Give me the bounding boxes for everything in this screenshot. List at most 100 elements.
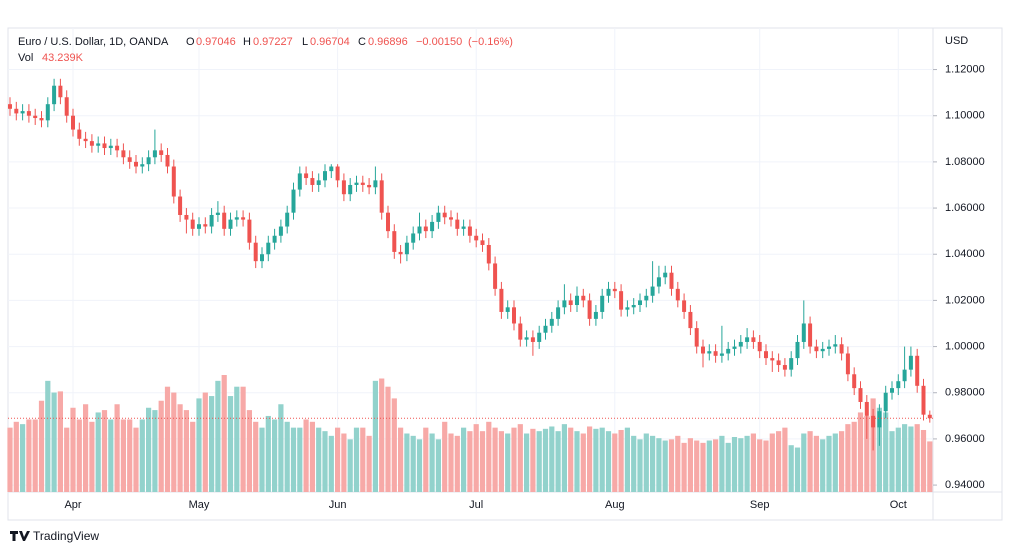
volume-bar [108,419,114,492]
candle-body [877,411,882,428]
candle-body [612,288,617,292]
volume-bar [681,442,687,492]
y-tick-label: 1.02000 [945,294,985,306]
candle-body [297,173,302,190]
candle-body [96,143,101,146]
candle-body [902,369,907,382]
candle-body [713,351,718,356]
volume-bar [265,415,271,492]
volume-bar [713,439,719,492]
volume-bar [467,431,473,492]
candle-body [707,351,712,354]
volume-bar [240,386,246,492]
candle-body [341,180,346,195]
volume-bar [555,431,561,492]
candle-body [808,323,813,347]
volume-bar [372,380,378,492]
candle-body [606,288,611,296]
volume-bar [763,440,769,492]
candle-body [165,154,170,167]
candle-body [575,295,579,306]
candle-body [121,150,126,158]
candle-body [272,235,277,243]
volume-bar [435,439,441,492]
candle-body [20,111,25,114]
ohlc-key: C [358,36,366,48]
volume-bar [593,428,599,492]
candle-body [222,212,227,229]
volume-bar [410,435,416,492]
volume-bar [498,431,504,492]
volume-bar [328,435,334,492]
candle-body [883,392,888,412]
candle-body [146,157,151,165]
volume-bar [341,433,347,492]
volume-bar [807,431,813,492]
candle-body [745,337,750,342]
volume-bar [114,404,120,492]
change-percent: (−0.16%) [468,36,513,48]
volume-bar [511,427,517,492]
volume-bar [221,375,227,492]
candle-body [480,240,485,245]
candle-body [814,346,819,352]
candle-body [241,217,246,220]
y-tick-label: 1.10000 [945,110,985,122]
candle-body [209,214,214,227]
volume-bar [568,427,574,492]
volume-bar [536,431,542,492]
volume-bar [7,427,13,492]
candle-body [455,219,460,229]
candle-body [26,111,31,116]
candle-body [77,129,82,139]
y-tick-label: 1.04000 [945,248,985,260]
candle-body [827,346,831,349]
y-tick-label: 1.12000 [945,63,985,75]
candle-body [915,355,920,386]
volume-bar [253,421,259,492]
candle-body [512,307,516,324]
candle-body [285,212,290,227]
volume-bar [820,439,826,492]
volume-bar [473,424,479,492]
volume-bar [813,435,819,492]
candle-body [682,300,687,312]
candle-body [323,171,327,181]
candle-body [108,145,113,149]
volume-bar [32,419,38,492]
volume-bar [662,440,668,492]
candle-body [436,212,441,222]
volume-bar [927,441,933,492]
candle-body [64,97,69,116]
candle-body [833,344,838,347]
volume-bar [177,404,183,492]
volume-bar [605,431,612,492]
x-tick-label: Aug [605,499,625,511]
volume-bar [902,424,908,492]
candle-body [335,166,340,181]
candle-body [644,295,649,301]
volume-bar [26,419,32,492]
y-tick-label: 0.96000 [945,433,985,445]
volume-bar [322,431,328,492]
volume-bar [876,407,882,492]
volume-bar [857,412,864,492]
volume-bar [215,380,221,492]
volume-bar [788,445,794,492]
volume-bar [101,410,108,492]
candle-body [260,254,264,262]
volume-bar [668,439,675,492]
candle-body [134,161,138,167]
volume-bar [89,421,95,492]
candle-body [228,219,233,229]
volume-bar [13,421,19,492]
volume-bar [794,447,801,492]
candle-body [493,263,498,289]
candle-body [58,85,63,98]
ohlc-value: 0.97046 [196,36,236,48]
volume-bar [152,410,158,492]
volume-bar [164,386,171,492]
y-tick-label: 1.08000 [945,156,985,168]
volume-bar [38,400,45,492]
volume-bar [146,407,152,492]
